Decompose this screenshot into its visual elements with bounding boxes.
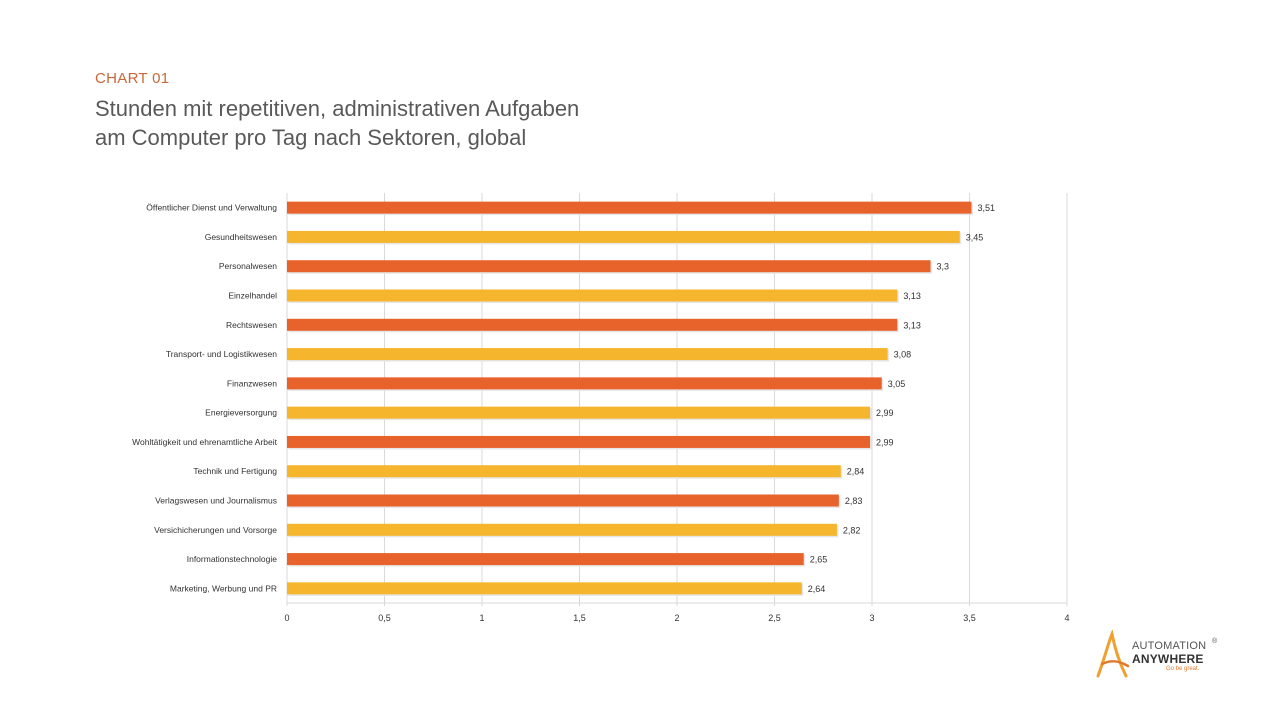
chart-kicker: CHART 01 — [95, 70, 170, 87]
category-label: Finanzwesen — [227, 378, 277, 388]
x-tick-label: 1,5 — [573, 613, 586, 623]
x-tick-label: 3 — [869, 613, 874, 623]
x-tick-label: 2 — [674, 613, 679, 623]
bar — [287, 377, 882, 390]
category-label: Verlagswesen und Journalismus — [155, 496, 277, 506]
data-label: 2,84 — [847, 467, 865, 477]
bar — [287, 318, 898, 331]
data-label: 3,13 — [903, 291, 921, 301]
category-label: Wohltätigkeit und ehrenamtliche Arbeit — [132, 437, 278, 447]
bar — [287, 230, 960, 243]
data-label: 3,51 — [977, 203, 995, 213]
category-label: Personalwesen — [219, 261, 277, 271]
chart-title-line-2: am Computer pro Tag nach Sektoren, globa… — [95, 125, 527, 150]
category-label: Öffentlicher Dienst und Verwaltung — [146, 203, 277, 213]
x-tick-label: 4 — [1064, 613, 1069, 623]
bar — [287, 201, 972, 214]
data-label: 2,64 — [808, 584, 826, 594]
logo-a-icon — [1096, 630, 1130, 678]
bar — [287, 465, 841, 478]
bar — [287, 406, 871, 419]
category-label: Einzelhandel — [228, 291, 277, 301]
data-label: 2,83 — [845, 496, 863, 506]
bar — [287, 260, 931, 273]
category-label: Transport- und Logistikwesen — [166, 349, 277, 359]
data-label: 2,82 — [843, 525, 861, 535]
automation-anywhere-logo: AUTOMATION ANYWHERE ® Go be great. — [1092, 630, 1222, 680]
bar — [287, 494, 839, 507]
logo-tagline: Go be great. — [1166, 666, 1200, 672]
category-label: Versichicherungen und Vorsorge — [154, 525, 277, 535]
data-label: 3,3 — [937, 262, 950, 272]
x-tick-label: 0,5 — [378, 613, 391, 623]
bar — [287, 582, 802, 595]
data-label: 2,65 — [810, 555, 828, 565]
bar — [287, 553, 804, 566]
logo-text-line-1: AUTOMATION — [1132, 640, 1207, 652]
category-label: Technik und Fertigung — [193, 466, 277, 476]
data-label: 3,08 — [894, 350, 912, 360]
data-label: 3,05 — [888, 379, 906, 389]
x-tick-label: 0 — [284, 613, 289, 623]
logo-registered-mark: ® — [1212, 638, 1218, 645]
logo-text-line-2: ANYWHERE — [1132, 652, 1204, 666]
data-label: 2,99 — [876, 408, 894, 418]
data-label: 2,99 — [876, 437, 894, 447]
bar — [287, 435, 871, 448]
x-tick-label: 2,5 — [768, 613, 781, 623]
chart-title-line-1: Stunden mit repetitiven, administrativen… — [95, 96, 580, 121]
x-tick-label: 1 — [479, 613, 484, 623]
data-label: 3,45 — [966, 232, 984, 242]
category-label: Marketing, Werbung und PR — [170, 583, 277, 593]
category-label: Energieversorgung — [205, 408, 277, 418]
data-label: 3,13 — [903, 320, 921, 330]
category-label: Informationstechnologie — [187, 554, 278, 564]
x-tick-label: 3,5 — [963, 613, 976, 623]
category-label: Rechtswesen — [226, 320, 277, 330]
bar — [287, 348, 888, 361]
bar — [287, 289, 898, 302]
category-label: Gesundheitswesen — [205, 232, 278, 242]
bar — [287, 523, 837, 536]
chart-title: Stunden mit repetitiven, administrativen… — [95, 94, 579, 152]
